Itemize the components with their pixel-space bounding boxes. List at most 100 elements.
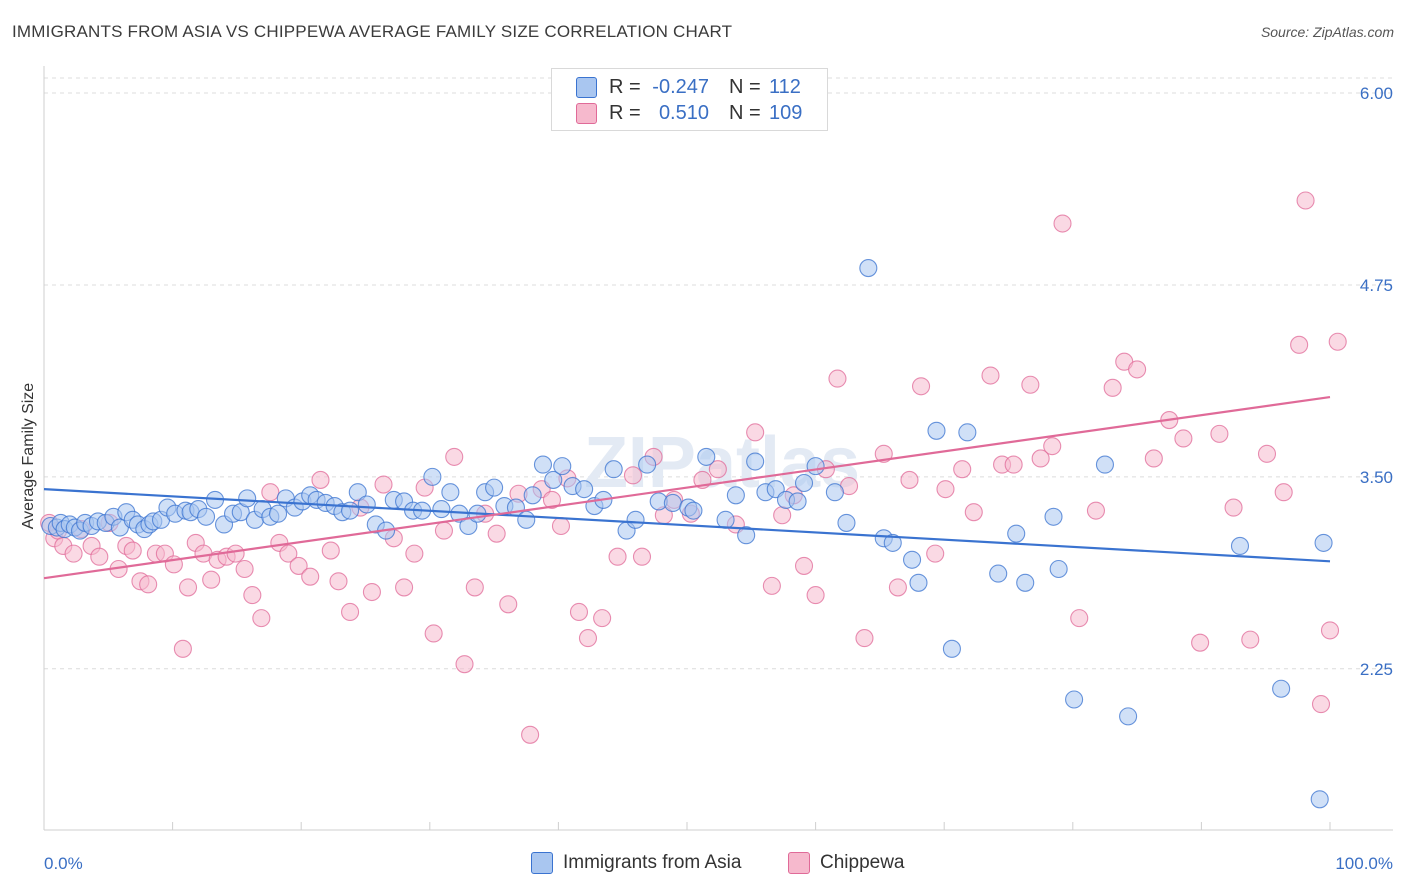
chippewa-point: [1311, 695, 1331, 714]
chippewa-point: [341, 602, 360, 622]
chippewa-point: [569, 602, 589, 622]
asia-point: [663, 493, 682, 513]
chippewa-point: [623, 466, 643, 485]
asia-point: [958, 423, 977, 442]
asia-trend-line: [43, 488, 1331, 563]
chippewa-point: [953, 460, 972, 479]
series-legend-asia: Immigrants from Asia: [531, 852, 741, 874]
chippewa-point: [1053, 214, 1072, 233]
chippewa-point: [1103, 378, 1122, 397]
chippewa-point: [632, 547, 652, 566]
chippewa-point: [1296, 191, 1315, 210]
chippewa-point: [855, 629, 874, 648]
asia-point: [341, 501, 360, 520]
chippewa-point: [1128, 360, 1147, 379]
legend-n-label: N =: [729, 101, 761, 124]
chippewa-point: [434, 521, 453, 540]
legend-r-label: R =: [609, 101, 641, 124]
asia-point: [684, 501, 703, 520]
chippewa-point: [1328, 332, 1347, 351]
trend-lines: [43, 395, 1331, 580]
legend-row-asia: R = -0.247 N = 112: [576, 74, 801, 100]
chippewa-point: [1191, 633, 1210, 652]
chippewa-point: [578, 629, 598, 648]
chippewa-point: [424, 624, 443, 643]
x-min-label: 0.0%: [44, 854, 83, 873]
axes: 2.25 3.50 4.75 6.00: [43, 66, 1393, 831]
chippewa-point: [1210, 424, 1229, 443]
series-swatch-chippewa: [788, 852, 810, 874]
chippewa-point: [178, 578, 198, 597]
chippewa-point: [243, 586, 262, 605]
asia-point: [1314, 533, 1333, 552]
chippewa-point: [1274, 483, 1293, 502]
asia-point: [1016, 573, 1035, 592]
chippewa-point: [926, 544, 945, 563]
asia-point: [1119, 707, 1138, 726]
y-tick-label: 4.75: [1360, 276, 1393, 295]
asia-point: [837, 513, 856, 532]
y-tick-label: 3.50: [1360, 468, 1393, 487]
asia-point: [902, 550, 922, 569]
chippewa-point: [1031, 449, 1050, 468]
asia-point: [575, 480, 594, 499]
asia-point: [544, 470, 563, 489]
chippewa-point: [593, 609, 612, 628]
asia-point: [1065, 690, 1084, 709]
chippewa-point: [1144, 449, 1163, 468]
chippewa-point: [964, 503, 983, 522]
asia-point: [927, 421, 946, 440]
asia-point: [859, 259, 878, 278]
chippewa-point: [279, 544, 298, 563]
y-tick-label: 2.25: [1360, 660, 1393, 679]
chippewa-point: [981, 366, 1000, 385]
asia-point: [196, 507, 216, 526]
asia-point: [533, 455, 553, 474]
chippewa-point: [374, 475, 393, 494]
legend-row-chippewa: R = 0.510 N = 109: [576, 100, 802, 126]
chippewa-point: [301, 567, 320, 586]
chippewa-point: [395, 578, 414, 597]
chippewa-point: [551, 516, 571, 536]
chippewa-point: [1290, 335, 1309, 354]
series-legend: Immigrants from Asia Chippewa: [0, 852, 1406, 878]
chippewa-point: [1021, 375, 1040, 394]
chippewa-point: [1224, 498, 1243, 517]
asia-point: [909, 573, 928, 592]
chippewa-point: [806, 586, 825, 605]
chippewa-trend-line: [43, 395, 1331, 580]
asia-point: [726, 486, 745, 505]
chippewa-point: [465, 578, 484, 597]
asia-point: [638, 455, 657, 474]
asia-point: [604, 460, 623, 479]
asia-point: [626, 510, 645, 529]
legend-r-label: R =: [609, 75, 641, 98]
chippewa-point: [252, 609, 271, 628]
chippewa-point: [912, 377, 931, 396]
chippewa-point: [936, 480, 955, 499]
asia-point: [517, 510, 536, 529]
chippewa-point: [746, 423, 765, 442]
asia-point: [788, 492, 807, 511]
asia-point: [1049, 559, 1068, 579]
y-tick-label: 6.00: [1360, 84, 1393, 103]
asia-point: [716, 510, 735, 529]
chippewa-point: [487, 524, 506, 543]
chippewa-point: [608, 547, 627, 566]
chippewa-point: [1257, 444, 1277, 463]
asia-point: [942, 639, 961, 658]
chippewa-point: [762, 576, 781, 595]
asia-point: [806, 457, 825, 476]
chippewa-point: [794, 556, 814, 575]
chippewa-point: [874, 444, 893, 463]
chippewa-point: [888, 578, 907, 597]
chippewa-point: [321, 541, 340, 560]
chippewa-point: [445, 447, 464, 466]
legend-swatch-asia: [576, 76, 597, 98]
chippewa-point: [226, 544, 245, 563]
chippewa-point: [405, 544, 424, 563]
asia-point: [269, 504, 288, 523]
asia-point: [794, 473, 814, 493]
asia-point: [357, 495, 376, 514]
